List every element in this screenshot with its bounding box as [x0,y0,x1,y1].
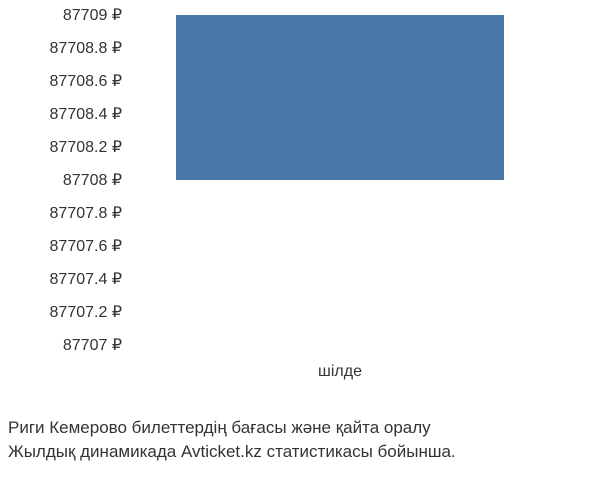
y-tick-label: 87707.4 ₽ [50,269,122,289]
chart-container: 87709 ₽87708.8 ₽87708.6 ₽87708.4 ₽87708.… [0,15,600,355]
y-tick-label: 87708 ₽ [63,170,122,190]
caption-line-2: Жылдық динамикада Avticket.kz статистика… [8,440,600,465]
bar [176,15,504,180]
caption-line-1: Риги Кемерово билеттердің бағасы және қа… [8,416,600,441]
y-axis: 87709 ₽87708.8 ₽87708.6 ₽87708.4 ₽87708.… [0,15,130,345]
x-tick-label: шілде [318,363,362,381]
y-tick-label: 87708.6 ₽ [50,71,122,91]
plot-area [140,15,540,345]
y-tick-label: 87707.2 ₽ [50,302,122,322]
y-tick-label: 87708.2 ₽ [50,137,122,157]
y-tick-label: 87707 ₽ [63,335,122,355]
y-tick-label: 87708.8 ₽ [50,38,122,58]
y-tick-label: 87707.6 ₽ [50,236,122,256]
y-tick-label: 87708.4 ₽ [50,104,122,124]
chart-caption: Риги Кемерово билеттердің бағасы және қа… [0,416,600,465]
y-tick-label: 87707.8 ₽ [50,203,122,223]
y-tick-label: 87709 ₽ [63,5,122,25]
